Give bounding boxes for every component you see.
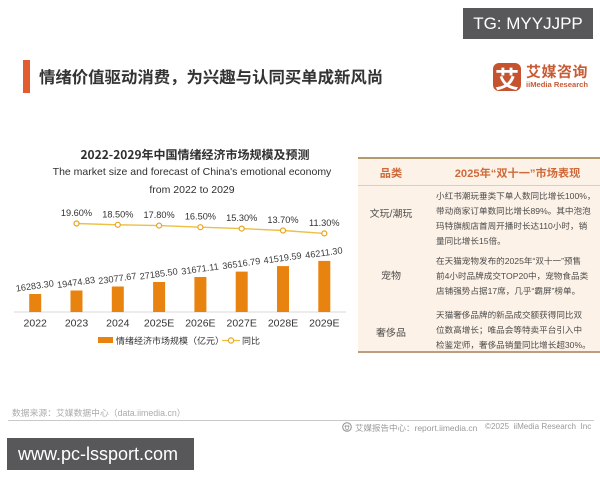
- svg-text:11.30%: 11.30%: [309, 218, 339, 228]
- svg-text:18.50%: 18.50%: [102, 209, 133, 219]
- svg-text:2024: 2024: [106, 318, 130, 330]
- svg-text:19474.83: 19474.83: [56, 275, 95, 290]
- svg-text:2028E: 2028E: [268, 318, 298, 330]
- svg-text:19.60%: 19.60%: [61, 208, 92, 218]
- svg-text:15.30%: 15.30%: [226, 213, 257, 223]
- svg-text:41519.59: 41519.59: [263, 251, 302, 266]
- svg-text:16.50%: 16.50%: [185, 212, 216, 222]
- svg-text:23077.67: 23077.67: [98, 271, 137, 286]
- svg-text:2022: 2022: [24, 318, 48, 330]
- svg-text:16283.30: 16283.30: [15, 278, 54, 293]
- svg-text:2025E: 2025E: [144, 318, 174, 330]
- svg-text:27185.50: 27185.50: [139, 266, 178, 281]
- svg-text:46211.30: 46211.30: [305, 245, 344, 260]
- svg-text:2027E: 2027E: [227, 318, 257, 330]
- svg-text:31671.11: 31671.11: [181, 261, 220, 276]
- svg-text:2023: 2023: [65, 318, 89, 330]
- svg-text:36516.79: 36516.79: [222, 256, 261, 271]
- svg-text:17.80%: 17.80%: [144, 210, 175, 220]
- svg-text:13.70%: 13.70%: [267, 215, 298, 225]
- svg-text:2029E: 2029E: [309, 318, 339, 330]
- svg-text:2026E: 2026E: [185, 318, 215, 330]
